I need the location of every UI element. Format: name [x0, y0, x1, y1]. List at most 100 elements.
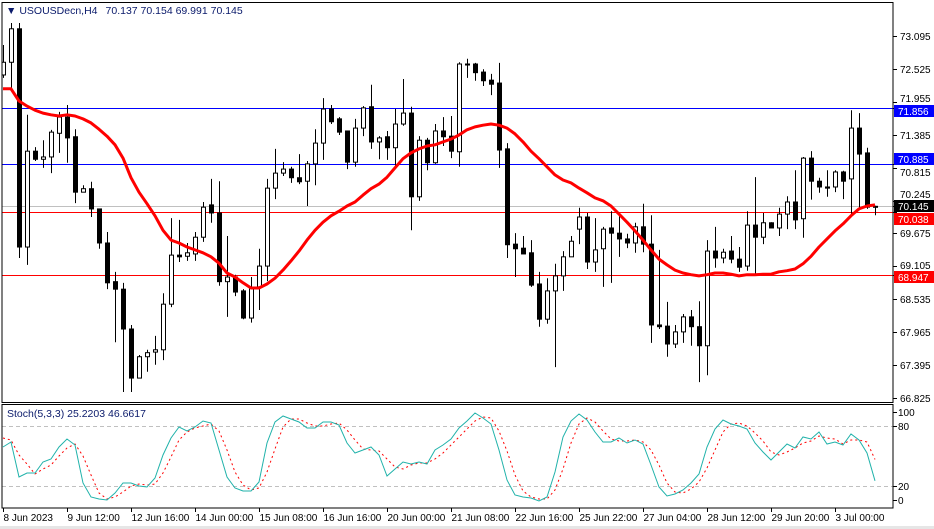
time-axis[interactable]: 8 Jun 2023 9 Jun 12:00 12 Jun 16:00 14 Jun … — [3, 508, 885, 524]
candle — [537, 271, 542, 327]
candle — [609, 211, 614, 283]
candle-body — [121, 288, 126, 330]
candle-body — [793, 201, 798, 221]
candle-body — [57, 116, 62, 134]
candle — [649, 215, 654, 343]
level-price-label-bg — [894, 153, 934, 165]
candle — [89, 181, 94, 217]
moving-average — [3, 87, 876, 290]
candle-body — [257, 265, 262, 288]
candle — [33, 147, 38, 161]
price-tick-label: 71.385 — [900, 131, 931, 142]
candle — [801, 156, 806, 238]
candle — [641, 203, 646, 253]
candle-body — [433, 130, 438, 164]
candle-body — [185, 252, 190, 257]
candle-body — [249, 287, 254, 319]
candle-body — [73, 136, 78, 193]
candle — [57, 111, 62, 153]
candle-body — [217, 212, 222, 283]
candle-body — [201, 206, 206, 238]
candle — [145, 349, 150, 372]
candle-body — [553, 275, 558, 292]
candle-body — [657, 324, 662, 328]
price-tick-label: 67.965 — [900, 328, 931, 339]
candle-body — [777, 213, 782, 229]
candle — [249, 277, 254, 323]
price-tick-label: 66.825 — [900, 394, 931, 405]
candle — [681, 313, 686, 343]
ohlc-readout: 70.137 70.154 69.991 70.145 — [106, 5, 243, 17]
candle — [761, 212, 766, 245]
candle-body — [721, 251, 726, 259]
time-tick-label: 25 Jun 22:00 — [580, 513, 638, 524]
candle — [569, 236, 574, 258]
candle — [873, 205, 878, 216]
candle-body — [345, 130, 350, 163]
candle — [313, 129, 318, 186]
stoch-tick-label: 0 — [898, 496, 904, 507]
time-tick-label: 29 Jun 20:00 — [772, 513, 830, 524]
candle-body — [689, 316, 694, 328]
candle-body — [769, 222, 774, 229]
candle — [857, 113, 862, 211]
candle-body — [705, 250, 710, 347]
price-tick-label: 71.955 — [900, 94, 931, 105]
candle-body — [537, 283, 542, 320]
candle — [841, 170, 846, 200]
candle-body — [681, 316, 686, 333]
stoch-plot — [2, 412, 893, 502]
price-axis[interactable]: 73.095 72.525 71.955 71.856 71.385 70.885 70.8… — [893, 32, 934, 405]
candle-body — [177, 254, 182, 258]
candle — [81, 185, 86, 193]
candle-body — [849, 127, 854, 180]
candle-body — [529, 252, 534, 286]
candle — [113, 271, 118, 343]
candle-body — [385, 136, 390, 149]
candle-body — [297, 177, 302, 183]
candle — [849, 110, 854, 217]
candle — [409, 106, 414, 231]
candle-body — [41, 156, 46, 160]
chart-header[interactable]: ▼ USOUSDecn,H4 70.137 70.154 69.991 70.14… — [6, 5, 243, 17]
bid-price-label: 70.145 — [898, 202, 929, 213]
main-panel-frame — [1, 2, 894, 403]
candle — [129, 324, 134, 392]
candle-body — [113, 281, 118, 290]
candle — [737, 247, 742, 272]
candle — [713, 226, 718, 268]
candle-body — [585, 216, 590, 263]
candle-body — [265, 187, 270, 267]
candle — [49, 129, 54, 174]
candle-body — [441, 130, 446, 138]
level-price-label: 70.885 — [898, 155, 929, 166]
candle — [601, 226, 606, 287]
candle-body — [289, 168, 294, 179]
candle — [513, 233, 518, 278]
dropdown-triangle-icon[interactable]: ▼ — [6, 5, 19, 17]
time-tick-label: 15 Jun 08:00 — [260, 513, 318, 524]
candle-body — [513, 243, 518, 250]
candle-body — [801, 157, 806, 220]
candle-body — [321, 108, 326, 144]
candle-body — [713, 250, 718, 259]
candle-body — [873, 205, 878, 208]
stoch-tick-label: 20 — [898, 482, 910, 493]
candle — [745, 211, 750, 271]
candle — [345, 130, 350, 170]
candle-body — [81, 188, 86, 193]
candle-body — [809, 157, 814, 182]
candle — [177, 219, 182, 263]
time-tick-label: 12 Jun 16:00 — [132, 513, 190, 524]
candle — [2, 44, 6, 78]
candle-body — [561, 256, 566, 277]
candle-body — [361, 107, 366, 129]
candle-body — [641, 226, 646, 245]
candle — [41, 140, 46, 168]
chart-frames — [1, 2, 894, 509]
candle — [209, 178, 214, 223]
candle — [473, 62, 478, 81]
stoch-tick-label: 80 — [898, 422, 910, 433]
time-tick-label: 22 Jun 16:00 — [516, 513, 574, 524]
